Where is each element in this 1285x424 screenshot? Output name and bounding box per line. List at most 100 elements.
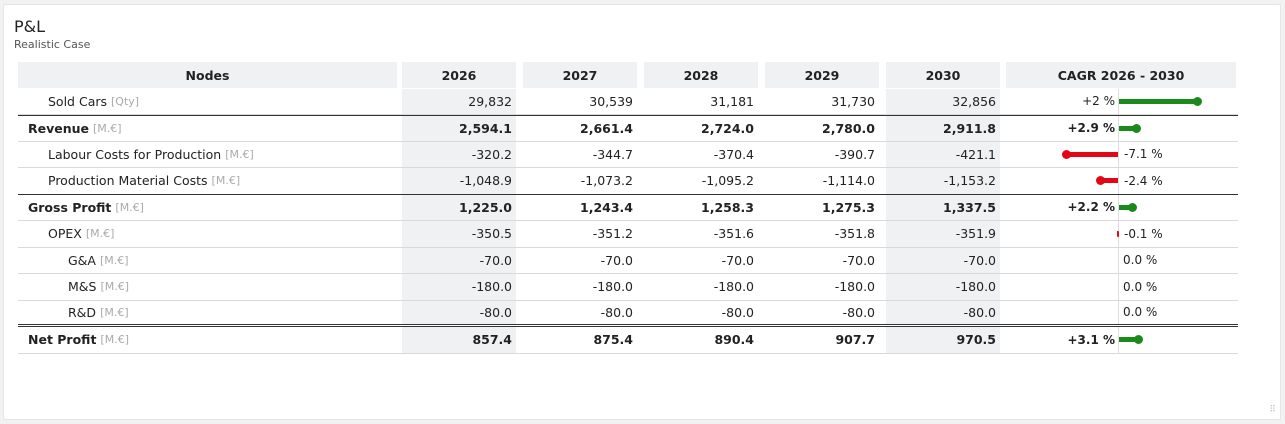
value-cell[interactable]: 2,594.1 — [402, 116, 516, 141]
value-cell[interactable]: 2,724.0 — [701, 120, 754, 136]
cagr-bar-end-dot — [1117, 230, 1119, 237]
value-cell[interactable]: -350.5 — [402, 221, 516, 247]
value-cell[interactable]: -180.0 — [713, 279, 754, 295]
value-cell[interactable]: 1,258.3 — [701, 199, 754, 215]
header-year-2026[interactable]: 2026 — [402, 62, 516, 88]
value-cell[interactable]: -80.0 — [842, 304, 875, 320]
value-cell[interactable]: 2,780.0 — [822, 120, 875, 136]
table-row[interactable]: OPEX [M.€] -350.5 -351.2 -351.6 -351.8 -351.9 -… — [18, 221, 1238, 248]
table-row[interactable]: Gross Profit [M.€] 1,225.0 1,243.4 1,258.3 1,… — [18, 194, 1238, 221]
header-year-2028[interactable]: 2028 — [644, 62, 758, 88]
value-cell[interactable]: -351.2 — [592, 226, 633, 242]
value-cell[interactable]: -70.0 — [842, 252, 875, 268]
value-cell[interactable]: -80.0 — [600, 304, 633, 320]
header-nodes[interactable]: Nodes — [18, 62, 397, 88]
value-cell[interactable]: -421.1 — [886, 141, 1000, 167]
value-cell[interactable]: -1,048.9 — [402, 168, 516, 194]
header-cagr[interactable]: CAGR 2026 - 2030 — [1006, 62, 1236, 88]
cagr-cell: 0.0 % — [1006, 274, 1236, 300]
row-node-label: Sold Cars [Qty] — [18, 89, 397, 115]
value-cell[interactable]: -80.0 — [886, 300, 1000, 324]
value-cell[interactable]: -70.0 — [600, 252, 633, 268]
value-cell[interactable]: -180.0 — [402, 274, 516, 300]
value-cell[interactable]: -70.0 — [886, 247, 1000, 273]
cagr-negative-bar — [1066, 151, 1118, 157]
value-cell[interactable]: -351.8 — [834, 226, 875, 242]
value-cell[interactable]: 32,856 — [886, 88, 1000, 114]
table-row[interactable]: M&S [M.€] -180.0 -180.0 -180.0 -180.0 -180.0 0.… — [18, 274, 1238, 301]
cagr-label: +2.2 % — [1067, 200, 1115, 215]
value-cell[interactable]: -1,095.2 — [701, 173, 754, 189]
table-row[interactable]: Labour Costs for Production [M.€] -320.2 -3… — [18, 141, 1238, 168]
value-cell[interactable]: 1,337.5 — [886, 194, 1000, 220]
value-cell[interactable]: -1,114.0 — [822, 173, 875, 189]
cagr-label: +3.1 % — [1067, 332, 1115, 347]
cagr-label: 0.0 % — [1123, 279, 1158, 294]
value-cell[interactable]: 29,832 — [402, 88, 516, 114]
table-row[interactable]: Production Material Costs [M.€] -1,048.9 -1… — [18, 168, 1238, 195]
value-cell[interactable]: 970.5 — [886, 327, 1000, 353]
cagr-zero-axis — [1118, 300, 1119, 324]
node-name: G&A — [68, 252, 96, 268]
value-cell[interactable]: 875.4 — [593, 332, 633, 348]
value-cell[interactable]: -180.0 — [834, 279, 875, 295]
cagr-label: -2.4 % — [1124, 173, 1163, 188]
value-cell[interactable]: 857.4 — [402, 327, 516, 353]
node-unit: [M.€] — [100, 253, 129, 267]
node-name: OPEX — [48, 226, 82, 242]
widget-subtitle: Realistic Case — [14, 38, 91, 51]
value-cell[interactable]: 1,243.4 — [580, 199, 633, 215]
node-unit: [M.€] — [85, 227, 115, 241]
value-cell[interactable]: 890.4 — [714, 332, 754, 348]
value-cell[interactable]: -351.9 — [886, 221, 1000, 247]
table-row[interactable]: Sold Cars [Qty] 29,832 30,539 31,181 31,730 32… — [18, 88, 1238, 115]
row-node-label: M&S [M.€] — [18, 274, 397, 300]
row-node-label: Gross Profit [M.€] — [18, 195, 397, 221]
value-cell[interactable]: -1,153.2 — [886, 168, 1000, 194]
value-cell[interactable]: 31,730 — [831, 93, 875, 109]
value-cell[interactable]: -80.0 — [721, 304, 754, 320]
cagr-zero-axis — [1118, 274, 1119, 300]
node-name: Production Material Costs — [48, 173, 208, 189]
table-row[interactable]: R&D [M.€] -80.0 -80.0 -80.0 -80.0 -80.0 0.0 % — [18, 300, 1238, 327]
node-unit: [M.€] — [93, 121, 122, 135]
value-cell[interactable]: 1,225.0 — [402, 194, 516, 220]
header-year-2027[interactable]: 2027 — [523, 62, 637, 88]
value-cell[interactable]: 31,181 — [710, 93, 754, 109]
cagr-zero-axis — [1118, 116, 1119, 141]
pl-widget: P&L Realistic Case Nodes 2026 2027 2028 … — [3, 4, 1281, 420]
value-cell[interactable]: -390.7 — [834, 146, 875, 162]
row-node-label: Labour Costs for Production [M.€] — [18, 142, 397, 168]
value-cell[interactable]: 30,539 — [589, 93, 633, 109]
table-row[interactable]: Revenue [M.€] 2,594.1 2,661.4 2,724.0 2,780.0… — [18, 115, 1238, 142]
value-cell[interactable]: -351.6 — [713, 226, 754, 242]
value-cell[interactable]: -370.4 — [713, 146, 754, 162]
header-year-2030[interactable]: 2030 — [886, 62, 1000, 88]
cagr-bar-end-dot — [1133, 335, 1143, 345]
value-cell[interactable]: -70.0 — [402, 247, 516, 273]
cagr-label: 0.0 % — [1123, 253, 1158, 268]
cagr-label: -0.1 % — [1124, 226, 1163, 241]
value-cell[interactable]: 1,275.3 — [822, 199, 875, 215]
value-cell[interactable]: 2,661.4 — [580, 120, 633, 136]
cagr-positive-bar — [1119, 125, 1137, 131]
cagr-zero-axis — [1118, 327, 1119, 353]
value-cell[interactable]: 907.7 — [835, 332, 875, 348]
resize-handle-icon[interactable]: ⠿ — [1269, 405, 1276, 415]
cagr-zero-axis — [1118, 88, 1119, 114]
table-row[interactable]: Net Profit [M.€] 857.4 875.4 890.4 907.7 970.5… — [18, 327, 1238, 354]
value-cell[interactable]: -320.2 — [402, 141, 516, 167]
cagr-label: -7.1 % — [1124, 147, 1163, 162]
node-unit: [M.€] — [100, 280, 130, 294]
value-cell[interactable]: -180.0 — [592, 279, 633, 295]
row-node-label: Net Profit [M.€] — [18, 327, 397, 353]
value-cell[interactable]: -180.0 — [886, 274, 1000, 300]
value-cell[interactable]: 2,911.8 — [886, 116, 1000, 141]
value-cell[interactable]: -70.0 — [721, 252, 754, 268]
value-cell[interactable]: -80.0 — [402, 300, 516, 324]
table-row[interactable]: G&A [M.€] -70.0 -70.0 -70.0 -70.0 -70.0 0.0 % — [18, 247, 1238, 274]
value-cell[interactable]: -344.7 — [592, 146, 633, 162]
value-cell[interactable]: -1,073.2 — [580, 173, 633, 189]
header-year-2029[interactable]: 2029 — [765, 62, 879, 88]
node-unit: [M.€] — [100, 333, 129, 347]
